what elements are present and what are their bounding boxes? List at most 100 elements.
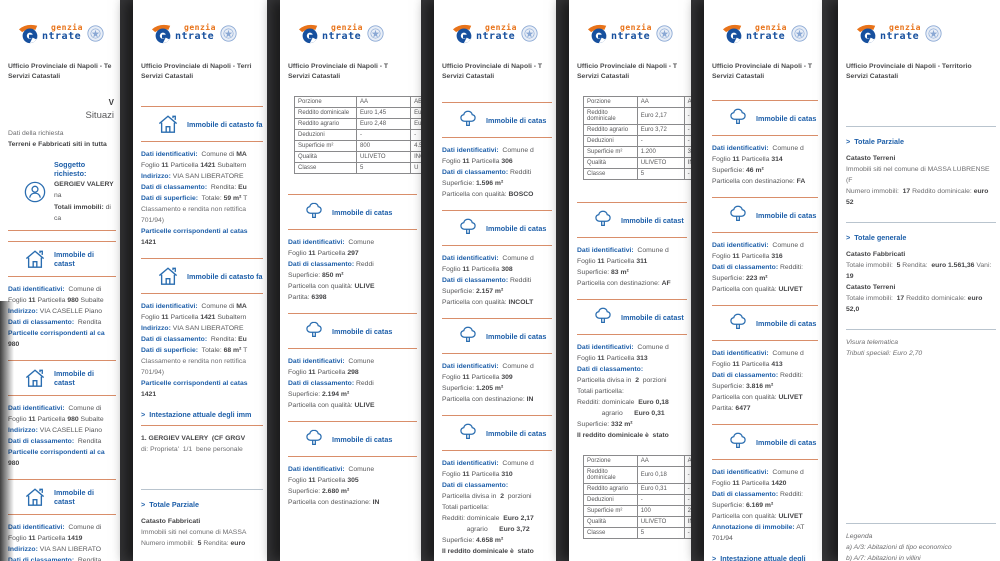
section-label: Immobile di catasto fa (187, 271, 263, 281)
text-run: 83 m² (611, 269, 629, 277)
field-line: 701/94) (141, 367, 263, 378)
field-line: 1421 (141, 389, 263, 400)
text-run: Redditi: dominicale (577, 399, 639, 407)
field-block: 1. GERGIEV VALERY (CF GRGV di: Proprieta'… (141, 433, 263, 455)
text-run: Il reddito dominicale è stato (577, 432, 669, 440)
field-line: Numero immobili: 5 Rendita: euro (141, 538, 263, 549)
text-run: Partita: (288, 294, 312, 302)
text-run: di: Proprieta' 1/1 bene personale (141, 446, 243, 454)
text-run: Reddito dominicale: (904, 295, 968, 303)
office-line: Ufficio Provinciale di Napoli - Territor… (846, 63, 972, 70)
text-run: 11 (308, 250, 316, 258)
document-page: genzia ntrate Ufficio Provinciale di Napol… (704, 0, 822, 561)
section-title-row: Immobile di catas (304, 201, 417, 223)
field-block: Dati identificativi: Comune di MA Foglio … (141, 149, 263, 248)
text-run: Particella (35, 535, 68, 543)
field-line: Particella con qualità: INCOLT (442, 297, 552, 308)
text-run: MA (236, 151, 247, 159)
tree-icon (458, 109, 478, 131)
section-header: Immobile di catast (8, 241, 116, 278)
field-line: Dati di classamento: Reddi (288, 378, 417, 389)
text-run: Dati di superficie: (141, 195, 199, 203)
text-run: Dati di classamento: (8, 557, 75, 561)
text-run: Foglio (141, 162, 162, 170)
section-title-row: Immobile di catast (593, 306, 687, 328)
text-run: Foglio (442, 471, 463, 479)
table-cell: INC PRO (410, 151, 421, 164)
text-run: Totali immobili: (54, 204, 104, 212)
tree-icon (728, 312, 748, 334)
text-run: Dati di classamento: (141, 184, 208, 192)
house-icon (157, 266, 179, 286)
divider (288, 348, 417, 350)
document-page: genzia ntrate Ufficio Provinciale di Napol… (434, 0, 556, 561)
text-run: Particella (35, 297, 68, 305)
text-run: Vani: (974, 262, 994, 270)
text-run: Totale: (198, 195, 224, 203)
field-line: Classamento e rendita non rettifica (141, 356, 263, 367)
section-label: Soggetto richiesto: (54, 160, 87, 179)
text-run: 308 (501, 266, 513, 274)
logo-genzia-text: genzia (755, 23, 787, 32)
field-line: Dati identificativi: Comune di (8, 522, 116, 533)
divider (712, 340, 818, 342)
logo-genzia-text: genzia (620, 23, 652, 32)
text-run: Particella con destinazione: (288, 499, 373, 507)
text-run: Particella (315, 250, 348, 258)
divider (288, 313, 417, 315)
field-line: Superficie: 4.658 m² (442, 535, 552, 546)
text-run: Particella (35, 416, 68, 424)
text-run: Dati di classamento: (712, 372, 779, 380)
table-cell: 1.200 (636, 146, 685, 159)
section-header: Immobile di catas (712, 305, 818, 342)
table-cell: Euro 3,72 (636, 124, 685, 137)
text-run: Immobili siti nel comune di MASSA LUBREN… (846, 166, 992, 185)
text-run: Comune d (633, 344, 669, 352)
divider (288, 229, 417, 231)
text-run: Totale immobili: (846, 262, 897, 270)
text-run: Rendita: (207, 184, 239, 192)
field-block: Dati identificativi: Comune di Foglio 11 … (8, 403, 116, 469)
agenzia-e-icon (587, 23, 607, 44)
field-line: Dati di classamento: Redditi: (712, 370, 818, 381)
divider (846, 523, 996, 525)
text-run: Foglio (288, 369, 309, 377)
divider (141, 106, 263, 108)
field-line: Il reddito dominicale è stato (442, 546, 552, 557)
text-run: Dati di classamento: (442, 277, 509, 285)
house-icon (24, 368, 46, 388)
field-line: Dati identificativi: Comune d (442, 361, 552, 372)
table-cell: AA (356, 96, 412, 109)
table-cell: Deduzioni (583, 494, 638, 507)
field-line: Terreni e Fabbricati siti in tutta (8, 139, 116, 150)
text-run: VIA SAN LIBERATORE (170, 325, 244, 333)
agenzia-entrate-logo: genzia ntrate (298, 16, 417, 50)
text-run: Eu (238, 336, 247, 344)
text-run: 306 (501, 158, 513, 166)
field-line: Dati identificativi: Comune (288, 356, 417, 367)
field-line: Superficie: 2.194 m² (288, 389, 417, 400)
divider (141, 489, 263, 491)
text-run: euro 1.561,36 (931, 262, 975, 270)
field-block: Dati identificativi: Comune d Foglio 11 P… (442, 253, 552, 308)
text-run: 3.816 m² (746, 383, 774, 391)
divider (8, 360, 116, 362)
divider (442, 102, 552, 104)
section-title-row: Immobile di catasto fa (157, 265, 263, 287)
text-run: 17 (902, 188, 911, 196)
text-run: Particella (469, 374, 502, 382)
field-line: Dati identificativi: Comune d (442, 253, 552, 264)
field-line: Dati di classamento: Rendita: Eu (141, 334, 263, 345)
text-run: 311 (636, 258, 648, 266)
house-icon (24, 249, 46, 269)
text-run: Indirizzo: (8, 308, 38, 316)
text-run: 310 (501, 471, 513, 479)
spacer (712, 82, 818, 90)
section-title-row: Immobile di catast (24, 248, 116, 270)
agenzia-e-icon (151, 23, 171, 44)
text-run: Particella con qualità: (712, 286, 779, 294)
agenzia-entrate-logo: genzia ntrate (151, 16, 263, 50)
text-run: Dati di classamento: (141, 336, 208, 344)
field-line: Totali particella: (442, 502, 552, 513)
